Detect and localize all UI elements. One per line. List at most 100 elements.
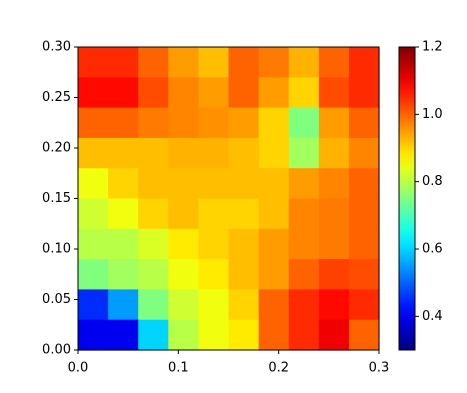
y-tick-label: 0.15 xyxy=(42,191,71,206)
heatmap-cell xyxy=(288,47,320,78)
heatmap-cell xyxy=(198,168,230,200)
heatmap-cell xyxy=(78,137,109,169)
x-tick-label: 0.0 xyxy=(68,361,89,376)
heatmap-cell xyxy=(108,137,139,169)
heatmap-cell xyxy=(318,47,350,78)
heatmap-cell xyxy=(258,198,290,230)
y-tick-label: 0.05 xyxy=(42,292,71,307)
heatmap-cell xyxy=(288,137,320,169)
heatmap-cell xyxy=(348,137,380,169)
heatmap-cell xyxy=(108,289,139,321)
heatmap-cell xyxy=(258,77,290,109)
heatmap-cell xyxy=(198,259,230,290)
heatmap-cell xyxy=(198,107,230,139)
heatmap-cell xyxy=(348,289,380,321)
colorbar-tick-label: 1.0 xyxy=(422,107,443,122)
heatmap-cell xyxy=(198,77,230,109)
heatmap-cell xyxy=(198,47,230,78)
y-tick-label: 0.10 xyxy=(42,242,71,257)
x-tick-label: 0.3 xyxy=(369,361,390,376)
heatmap-cell xyxy=(318,168,350,200)
heatmap-cell xyxy=(228,168,260,200)
heatmap-cell xyxy=(288,77,320,109)
colorbar-tick-label: 0.8 xyxy=(422,174,443,189)
heatmap-cell xyxy=(78,259,109,290)
heatmap-cell xyxy=(78,198,109,230)
heatmap-cell xyxy=(318,198,350,230)
heatmap-cell xyxy=(258,228,290,260)
heatmap-cell xyxy=(108,319,139,351)
heatmap-cell xyxy=(138,319,169,351)
heatmap-cell xyxy=(78,319,109,351)
heatmap-cell xyxy=(348,168,380,200)
heatmap-cell xyxy=(78,47,109,78)
heatmap-cell xyxy=(318,289,350,321)
heatmap-cell xyxy=(168,137,199,169)
heatmap-cell xyxy=(198,228,230,260)
heatmap-cell xyxy=(228,259,260,290)
heatmap-cell xyxy=(138,198,169,230)
heatmap-cell xyxy=(108,198,139,230)
heatmap-cell xyxy=(138,107,169,139)
heatmap-cell xyxy=(318,107,350,139)
heatmap-cell xyxy=(318,137,350,169)
heatmap-cell xyxy=(108,228,139,260)
heatmap-cell xyxy=(168,289,199,321)
heatmap-cell xyxy=(288,228,320,260)
colorbar-tick-label: 1.2 xyxy=(422,40,443,55)
heatmap-cell xyxy=(318,319,350,351)
heatmap-cell xyxy=(318,77,350,109)
heatmap-cell xyxy=(168,319,199,351)
heatmap-cell xyxy=(228,198,260,230)
heatmap-cell xyxy=(258,137,290,169)
heatmap-cell xyxy=(228,107,260,139)
heatmap-cell xyxy=(288,289,320,321)
heatmap-cell xyxy=(288,319,320,351)
heatmap-cell xyxy=(168,198,199,230)
heatmap-cell xyxy=(138,289,169,321)
heatmap-cell xyxy=(198,137,230,169)
heatmap-cell xyxy=(138,137,169,169)
heatmap-cell xyxy=(258,47,290,78)
heatmap-cell xyxy=(78,168,109,200)
heatmap-cell xyxy=(258,259,290,290)
heatmap-cell xyxy=(348,107,380,139)
x-tick-label: 0.2 xyxy=(268,361,289,376)
colorbar xyxy=(398,46,416,351)
heatmap-cell xyxy=(198,289,230,321)
heatmap-cell xyxy=(78,228,109,260)
heatmap-cell xyxy=(108,77,139,109)
heatmap-cell xyxy=(258,107,290,139)
colorbar-tick-label: 0.6 xyxy=(422,242,443,257)
heatmap-cell xyxy=(138,77,169,109)
heatmap-cell xyxy=(138,47,169,78)
heatmap-cell xyxy=(228,77,260,109)
heatmap-cell xyxy=(228,319,260,351)
heatmap-cell xyxy=(78,77,109,109)
heatmap-cell xyxy=(78,107,109,139)
heatmap-cell xyxy=(258,168,290,200)
heatmap-cell xyxy=(258,289,290,321)
y-tick-label: 0.00 xyxy=(42,343,71,358)
heatmap-cell xyxy=(198,198,230,230)
heatmap-cell xyxy=(228,228,260,260)
heatmap-cell xyxy=(288,198,320,230)
heatmap-cell xyxy=(348,259,380,290)
heatmap-cell xyxy=(108,168,139,200)
heatmap-cell xyxy=(198,319,230,351)
heatmap-cell xyxy=(258,319,290,351)
heatmap-cell xyxy=(168,47,199,78)
heatmap-cell xyxy=(288,168,320,200)
y-tick-label: 0.20 xyxy=(42,141,71,156)
heatmap-cell xyxy=(168,107,199,139)
heatmap-cell xyxy=(108,259,139,290)
heatmap-cell xyxy=(228,137,260,169)
heatmap-cell xyxy=(78,289,109,321)
heatmap-cell xyxy=(318,259,350,290)
heatmap-cell xyxy=(168,228,199,260)
heatmap-cell xyxy=(138,259,169,290)
heatmap-cell xyxy=(138,228,169,260)
heatmap-cell xyxy=(228,47,260,78)
heatmap-cell xyxy=(318,228,350,260)
